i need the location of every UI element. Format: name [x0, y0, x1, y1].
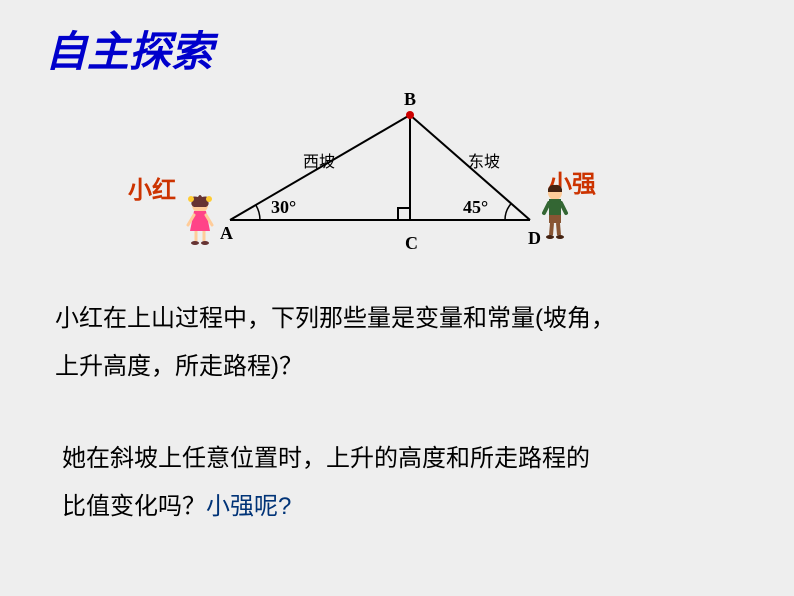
character-label-left: 小红: [128, 170, 176, 205]
triangle-diagram: B A C D 西坡 东坡 30° 45° 小红 小强: [170, 55, 600, 265]
question-2-highlight: 小强呢?: [206, 493, 291, 520]
question-2: 她在斜坡上任意位置时，上升的高度和所走路程的 比值变化吗？小强呢?: [62, 435, 752, 531]
angle-label-a: 30°: [271, 197, 296, 218]
boy-character-icon: [538, 183, 572, 243]
question-1-line-1: 小红在上山过程中，下列那些量是变量和常量(坡角，: [55, 305, 615, 332]
question-1: 小红在上山过程中，下列那些量是变量和常量(坡角， 上升高度，所走路程)？: [55, 295, 745, 391]
question-2-line-1: 她在斜坡上任意位置时，上升的高度和所走路程的: [62, 445, 590, 472]
slope-label-west: 西坡: [303, 148, 335, 172]
vertex-label-b: B: [404, 89, 416, 110]
question-2-line-2-prefix: 比值变化吗？: [62, 493, 206, 520]
slope-label-east: 东坡: [468, 148, 500, 172]
girl-character-icon: [180, 193, 220, 248]
vertex-label-a: A: [220, 223, 233, 244]
question-1-line-2: 上升高度，所走路程)？: [55, 353, 303, 380]
vertex-label-c: C: [405, 233, 418, 254]
angle-label-d: 45°: [463, 197, 488, 218]
